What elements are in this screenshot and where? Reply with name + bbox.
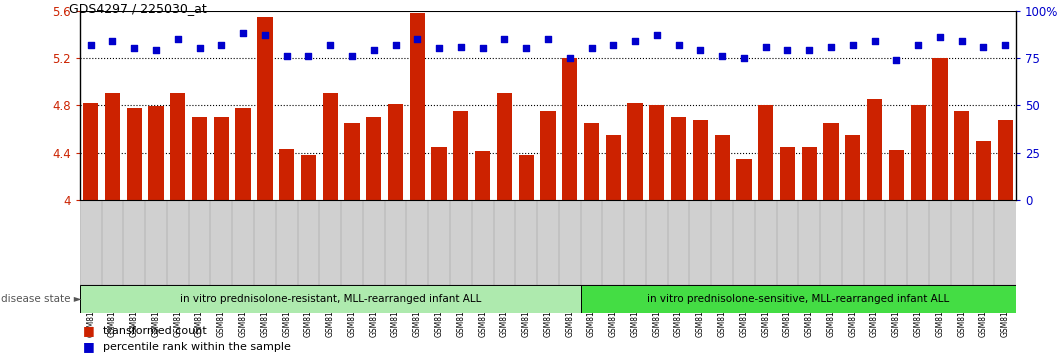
Point <box>670 42 687 47</box>
Point <box>148 47 165 53</box>
Point <box>627 38 644 44</box>
Text: in vitro prednisolone-resistant, MLL-rearranged infant ALL: in vitro prednisolone-resistant, MLL-rea… <box>180 294 481 304</box>
Point <box>126 46 143 51</box>
Point <box>953 38 970 44</box>
Bar <box>301 155 316 200</box>
Point <box>975 44 992 50</box>
Bar <box>976 141 991 200</box>
Point <box>887 57 904 63</box>
Bar <box>432 147 447 200</box>
Bar <box>671 117 686 200</box>
Point <box>344 53 361 59</box>
Point <box>604 42 621 47</box>
Point <box>997 42 1014 47</box>
Point <box>822 44 839 50</box>
Bar <box>170 93 185 200</box>
Bar <box>932 58 948 200</box>
Bar <box>257 17 272 200</box>
Bar <box>867 99 882 200</box>
Point <box>387 42 404 47</box>
Bar <box>954 111 969 200</box>
Bar <box>562 58 578 200</box>
Bar <box>497 93 512 200</box>
Point <box>496 36 513 42</box>
Point <box>300 53 317 59</box>
Bar <box>780 147 795 200</box>
Point <box>910 42 927 47</box>
Point <box>845 42 862 47</box>
Bar <box>105 93 120 200</box>
Point <box>234 30 251 36</box>
Bar <box>605 135 621 200</box>
Point <box>321 42 338 47</box>
Bar <box>845 135 861 200</box>
Bar <box>628 103 643 200</box>
Point <box>583 46 600 51</box>
Point <box>452 44 469 50</box>
Point <box>539 36 556 42</box>
Text: in vitro prednisolone-sensitive, MLL-rearranged infant ALL: in vitro prednisolone-sensitive, MLL-rea… <box>647 294 949 304</box>
Point <box>104 38 121 44</box>
Text: ■: ■ <box>83 341 95 353</box>
Point <box>169 36 186 42</box>
Point <box>735 55 752 61</box>
Text: ■: ■ <box>83 325 95 337</box>
Bar <box>192 117 207 200</box>
Bar <box>366 117 381 200</box>
Point <box>213 42 230 47</box>
Point <box>648 33 665 38</box>
Point <box>82 42 99 47</box>
Text: disease state ►: disease state ► <box>1 294 82 304</box>
Bar <box>80 285 581 313</box>
Point <box>365 47 382 53</box>
Text: percentile rank within the sample: percentile rank within the sample <box>103 342 292 352</box>
Bar <box>888 150 904 200</box>
Bar <box>279 149 295 200</box>
Point <box>758 44 775 50</box>
Point <box>779 47 796 53</box>
Bar <box>388 104 403 200</box>
Bar <box>758 105 774 200</box>
Bar <box>453 111 468 200</box>
Point <box>692 47 709 53</box>
Bar <box>998 120 1013 200</box>
Text: transformed count: transformed count <box>103 326 207 336</box>
Bar <box>148 107 164 200</box>
Point <box>475 46 492 51</box>
Point <box>431 46 448 51</box>
Bar <box>736 159 751 200</box>
Point <box>931 34 948 40</box>
Bar <box>801 147 817 200</box>
Point <box>409 36 426 42</box>
Bar <box>584 123 599 200</box>
Bar <box>322 93 338 200</box>
Bar <box>235 108 251 200</box>
Bar <box>824 123 838 200</box>
Bar <box>715 135 730 200</box>
Point <box>714 53 731 59</box>
Bar <box>214 117 229 200</box>
Point <box>192 46 209 51</box>
Point <box>278 53 295 59</box>
Bar <box>518 155 534 200</box>
Bar <box>581 285 1016 313</box>
Bar <box>83 103 98 200</box>
Bar <box>410 13 425 200</box>
Point <box>866 38 883 44</box>
Text: GDS4297 / 225030_at: GDS4297 / 225030_at <box>69 2 206 15</box>
Bar <box>475 152 491 200</box>
Bar <box>911 105 926 200</box>
Point <box>518 46 535 51</box>
Bar <box>693 120 708 200</box>
Bar <box>345 123 360 200</box>
Bar <box>127 108 142 200</box>
Point <box>256 33 273 38</box>
Bar <box>649 105 664 200</box>
Point <box>561 55 578 61</box>
Bar <box>541 111 555 200</box>
Point <box>801 47 818 53</box>
